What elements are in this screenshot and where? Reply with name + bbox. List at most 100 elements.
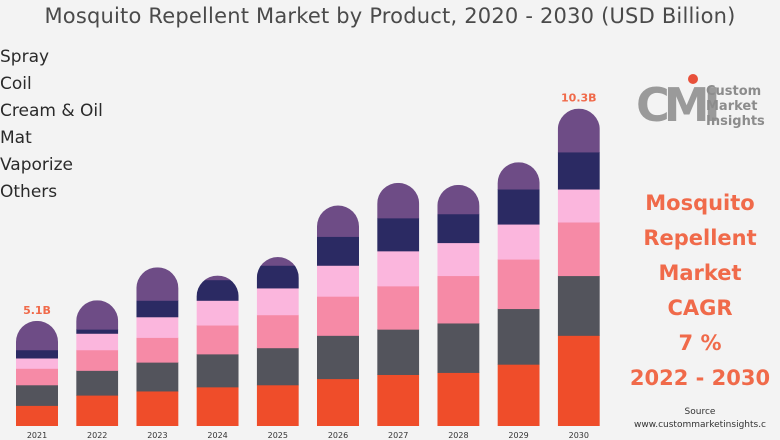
x-tick-label-2027: 2027 bbox=[388, 431, 408, 440]
bar-2030 bbox=[557, 108, 600, 426]
bar-segment-spray-2026 bbox=[317, 378, 359, 426]
legend-item-others: Others bbox=[0, 182, 58, 202]
x-tick-label-2030: 2030 bbox=[569, 431, 589, 440]
bar-segment-spray-2023 bbox=[136, 390, 179, 426]
x-tick-label-2028: 2028 bbox=[448, 431, 468, 440]
legend-item-spray: Spray bbox=[0, 47, 50, 67]
bar-segment-vaporize-2022 bbox=[76, 329, 119, 334]
bar-segment-mat-2026 bbox=[317, 265, 359, 297]
bar-segment-coil-2028 bbox=[437, 322, 480, 373]
bar-segment-mat-2024 bbox=[196, 300, 239, 326]
chart-title: Mosquito Repellent Market by Product, 20… bbox=[44, 4, 736, 28]
bar-segment-cream-oil-2027 bbox=[377, 285, 420, 330]
bar-segment-mat-2021 bbox=[16, 358, 58, 369]
bar-segment-coil-2021 bbox=[16, 384, 58, 406]
bar-segment-mat-2029 bbox=[497, 224, 540, 260]
cagr-line-6: 2022 - 2030 bbox=[629, 366, 771, 390]
company-logo: CMI Custom Market Insights bbox=[636, 72, 780, 132]
cagr-line-5: 7 % bbox=[678, 331, 722, 355]
bar-segment-vaporize-2021 bbox=[16, 349, 58, 359]
x-tick-label-2029: 2029 bbox=[508, 431, 528, 440]
bar-segment-cream-oil-2026 bbox=[317, 296, 359, 336]
legend-item-cream-oil: Cream & Oil bbox=[0, 101, 103, 121]
bar-2024 bbox=[196, 275, 239, 426]
bar-segment-mat-2022 bbox=[76, 333, 119, 351]
bar-segment-others-2027 bbox=[377, 182, 420, 219]
bar-segment-mat-2023 bbox=[136, 316, 179, 338]
bar-segment-mat-2028 bbox=[437, 242, 480, 277]
logo-line-2: Market bbox=[706, 99, 758, 114]
bar-segment-others-2028 bbox=[437, 184, 480, 215]
bar-segment-coil-2026 bbox=[317, 335, 359, 380]
bar-segment-others-2030 bbox=[557, 108, 600, 153]
bar-segment-spray-2024 bbox=[196, 386, 239, 426]
cagr-line-3: Market bbox=[658, 261, 742, 285]
cagr-line-4: CAGR bbox=[667, 296, 733, 320]
source-note: Source www.custommarketinsights.c bbox=[620, 406, 780, 432]
bar-segment-coil-2030 bbox=[557, 275, 600, 336]
data-label-2021: 5.1B bbox=[23, 304, 51, 317]
legend-item-vaporize: Vaporize bbox=[0, 155, 74, 175]
bar-segment-others-2022 bbox=[76, 300, 119, 330]
bar-segment-coil-2025 bbox=[256, 347, 299, 386]
x-tick-label-2021: 2021 bbox=[27, 431, 47, 440]
source-url: www.custommarketinsights.c bbox=[633, 420, 767, 430]
x-tick-label-2023: 2023 bbox=[147, 431, 167, 440]
stacked-bar-chart: 2021 5.1B 2022 2023 2024 2025 2026 2027 2028 2029… bbox=[16, 92, 600, 440]
logo-name: Custom Market Insights bbox=[706, 84, 765, 129]
bar-segment-mat-2030 bbox=[557, 189, 600, 223]
bar-segment-vaporize-2029 bbox=[497, 189, 540, 225]
bar-segment-cream-oil-2023 bbox=[136, 337, 179, 363]
cagr-line-1: Mosquito bbox=[645, 191, 755, 215]
bar-segment-cream-oil-2030 bbox=[557, 222, 600, 277]
bar-segment-others-2025 bbox=[256, 257, 299, 266]
bar-segment-spray-2028 bbox=[437, 372, 480, 426]
bar-segment-spray-2021 bbox=[16, 405, 58, 426]
legend-item-coil: Coil bbox=[0, 74, 32, 94]
bar-segment-cream-oil-2025 bbox=[256, 314, 299, 349]
cagr-line-2: Repellent bbox=[643, 226, 757, 250]
bar-segment-vaporize-2024 bbox=[196, 279, 239, 301]
bar-segment-others-2024 bbox=[196, 275, 239, 281]
bar-segment-vaporize-2023 bbox=[136, 300, 179, 318]
bar-segment-spray-2027 bbox=[377, 374, 420, 426]
bar-segment-vaporize-2030 bbox=[557, 151, 600, 190]
bar-segment-coil-2022 bbox=[76, 370, 119, 396]
bar-segment-mat-2025 bbox=[256, 287, 299, 316]
bar-2027 bbox=[377, 182, 420, 426]
bar-segment-cream-oil-2024 bbox=[196, 325, 239, 355]
x-tick-label-2026: 2026 bbox=[328, 431, 348, 440]
bar-2028 bbox=[437, 184, 480, 426]
bar-segment-spray-2022 bbox=[76, 395, 119, 426]
x-tick-label-2024: 2024 bbox=[207, 431, 227, 440]
bar-segment-cream-oil-2028 bbox=[437, 275, 480, 324]
bar-segment-vaporize-2025 bbox=[256, 265, 299, 289]
bar-2029 bbox=[497, 162, 540, 426]
legend: Spray Coil Cream & Oil Mat Vaporize Othe… bbox=[0, 44, 103, 206]
bar-segment-coil-2027 bbox=[377, 329, 420, 375]
bar-2026 bbox=[317, 205, 359, 426]
bar-segment-vaporize-2028 bbox=[437, 213, 480, 244]
bar-segment-cream-oil-2029 bbox=[497, 259, 540, 310]
bar-2021 bbox=[16, 320, 58, 426]
bar-segment-spray-2025 bbox=[256, 384, 299, 426]
legend-item-mat: Mat bbox=[0, 128, 32, 148]
bar-2023 bbox=[136, 267, 179, 426]
bar-2025 bbox=[256, 257, 299, 426]
cagr-callout: Mosquito Repellent Market CAGR 7 % 2022 … bbox=[620, 186, 780, 396]
bar-segment-others-2026 bbox=[317, 205, 359, 237]
bar-segment-others-2029 bbox=[497, 162, 540, 190]
logo-line-1: Custom bbox=[706, 84, 762, 99]
bar-segment-coil-2029 bbox=[497, 308, 540, 365]
bar-segment-coil-2023 bbox=[136, 362, 179, 392]
source-label: Source bbox=[684, 407, 716, 417]
logo-dot-icon bbox=[688, 74, 698, 84]
bar-segment-others-2021 bbox=[16, 320, 58, 351]
bar-segment-mat-2027 bbox=[377, 250, 420, 287]
bar-segment-spray-2030 bbox=[557, 335, 600, 426]
logo-line-3: Insights bbox=[706, 114, 765, 129]
bar-segment-cream-oil-2022 bbox=[76, 349, 119, 371]
bar-2022 bbox=[76, 300, 119, 426]
bar-segment-vaporize-2026 bbox=[317, 236, 359, 266]
x-tick-label-2025: 2025 bbox=[268, 431, 288, 440]
